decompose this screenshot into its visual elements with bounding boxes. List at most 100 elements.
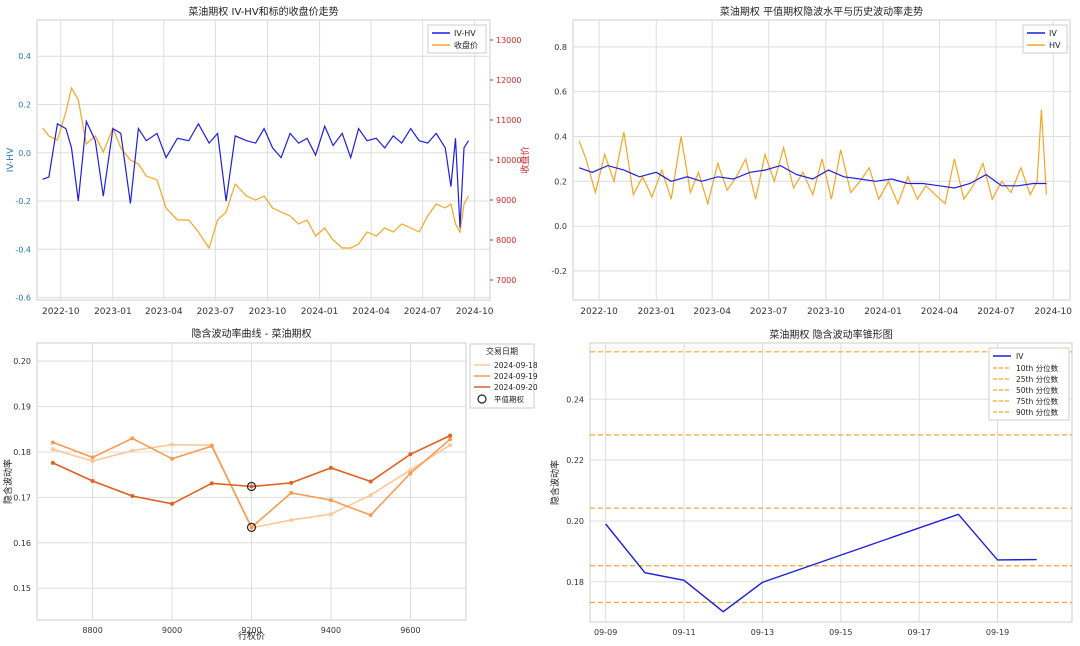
smile-point — [130, 494, 135, 499]
x-tick-label: 9400 — [321, 626, 341, 635]
smile-point — [289, 480, 294, 485]
iv-line — [579, 164, 1047, 189]
smile-point — [408, 452, 413, 457]
legend-box — [1022, 24, 1068, 54]
legend-label: 75th 分位数 — [1016, 396, 1059, 406]
y-tick-label: 0.8 — [554, 43, 567, 52]
x-tick-label: 8800 — [82, 626, 102, 635]
smile-point — [408, 471, 413, 476]
y2-tick-label: 12000 — [496, 76, 521, 85]
y-tick-label: -0.2 — [551, 267, 567, 276]
y-tick-label: 0.15 — [13, 584, 31, 593]
legend-label: IV-HV — [454, 29, 476, 38]
smile-point — [328, 498, 333, 503]
y-tick-label: 0.0 — [554, 222, 567, 231]
smile-point — [130, 436, 135, 441]
x-tick-label: 2023-01 — [637, 307, 675, 317]
x-tick-label: 09-15 — [829, 628, 852, 637]
x-tick-label: 9000 — [162, 626, 182, 635]
x-tick-label: 2024-07 — [977, 307, 1015, 317]
legend-label: IV — [1049, 29, 1057, 38]
smile-point — [170, 501, 175, 506]
smile-point — [50, 447, 55, 452]
y-tick-label: 0.19 — [13, 403, 31, 412]
x-axis-label: 行权价 — [238, 630, 265, 642]
x-tick-label: 2024-10 — [1034, 307, 1072, 317]
iv-hv-line — [42, 119, 470, 228]
chart-title: 菜油期权 平值期权隐波水平与历史波动率走势 — [720, 5, 923, 18]
y-axis-label: 隐含波动率 — [549, 460, 561, 505]
legend-label: 50th 分位数 — [1016, 385, 1059, 395]
smile-point — [50, 460, 55, 465]
x-tick-label: 2024-07 — [404, 307, 442, 317]
y2-tick-label: 7000 — [496, 276, 516, 285]
x-tick-label: 2022-10 — [42, 307, 80, 317]
legend-label: IV — [1016, 352, 1024, 361]
legend: 交易日期 2024-09-18 2024-09-19 2024-09-20 平值期权 — [469, 343, 538, 409]
y-tick-label: 0.22 — [566, 456, 584, 465]
smile-point — [289, 518, 294, 523]
x-tick-label: 2024-01 — [864, 307, 902, 317]
smile-point — [408, 468, 413, 473]
legend-label: 2024-09-19 — [494, 372, 538, 381]
y-tick-label: -0.4 — [15, 245, 31, 254]
x-tick-label: 2023-01 — [94, 307, 132, 317]
x-tick-label: 2023-10 — [249, 307, 287, 317]
smile-point — [209, 481, 214, 486]
x-tick-label: 2023-04 — [693, 307, 731, 317]
smile-point — [328, 512, 333, 517]
y2-tick-label: 11000 — [496, 116, 521, 125]
smile-point — [90, 479, 95, 484]
y-tick-label: 0.2 — [18, 100, 31, 109]
plot-area — [36, 19, 491, 301]
legend-label: 收盘价 — [454, 40, 478, 50]
iv-smile-chart: 8800 9000 9200 9400 9600 0.15 0.16 0.17 0.18 0.19… — [2, 327, 538, 642]
legend-label: HV — [1049, 41, 1061, 50]
y-tick-label: 0.16 — [13, 539, 31, 548]
smile-point — [289, 490, 294, 495]
y-tick-label: 0.20 — [13, 357, 31, 366]
x-tick-label: 2024-04 — [921, 307, 959, 317]
y-axis-label: IV-HV — [6, 147, 16, 172]
y-tick-label: 0.24 — [566, 395, 584, 404]
legend-label: 10th 分位数 — [1016, 363, 1059, 373]
x-tick-label: 09-17 — [908, 628, 931, 637]
smile-point — [368, 493, 373, 498]
y2-axis-label: 收盘价 — [519, 146, 531, 173]
y-tick-label: 0.18 — [566, 578, 584, 587]
legend-title: 交易日期 — [486, 346, 518, 356]
y-tick-label: 0.17 — [13, 493, 31, 502]
y-tick-label: 0.4 — [554, 132, 567, 141]
legend-label: 25th 分位数 — [1016, 374, 1059, 384]
y2-tick-label: 13000 — [496, 36, 521, 45]
y2-tick-label: 9000 — [496, 196, 516, 205]
y-tick-label: -0.2 — [15, 197, 31, 206]
x-tick-label: 9600 — [400, 626, 420, 635]
iv-cone-chart: 09-09 09-11 09-13 09-15 09-17 09-19 0.18 0.20 0.… — [549, 328, 1073, 637]
legend-atm-marker — [477, 394, 487, 404]
smile-point — [249, 484, 254, 489]
smile-point — [328, 465, 333, 470]
smile-point — [368, 479, 373, 484]
legend-box — [988, 347, 1070, 421]
x-tick-label: 09-13 — [751, 628, 774, 637]
x-tick-label: 2024-01 — [301, 307, 339, 317]
y-tick-label: 0.4 — [18, 52, 31, 61]
smile-point — [170, 456, 175, 461]
x-tick-label: 2022-10 — [580, 307, 618, 317]
legend-label: 2024-09-18 — [494, 361, 538, 370]
y-tick-label: 0.2 — [554, 177, 567, 186]
y-tick-label: -0.6 — [15, 294, 31, 303]
smile-point — [368, 513, 373, 518]
atm-marker — [246, 481, 257, 492]
y-tick-label: 0.0 — [18, 149, 31, 158]
y2-tick-label: 10000 — [496, 156, 521, 165]
x-tick-label: 2024-04 — [352, 307, 390, 317]
y-tick-label: 0.18 — [13, 448, 31, 457]
x-tick-label: 09-09 — [594, 628, 617, 637]
x-tick-label: 2023-07 — [750, 307, 788, 317]
smile-point — [90, 455, 95, 460]
smile-point — [170, 442, 175, 447]
